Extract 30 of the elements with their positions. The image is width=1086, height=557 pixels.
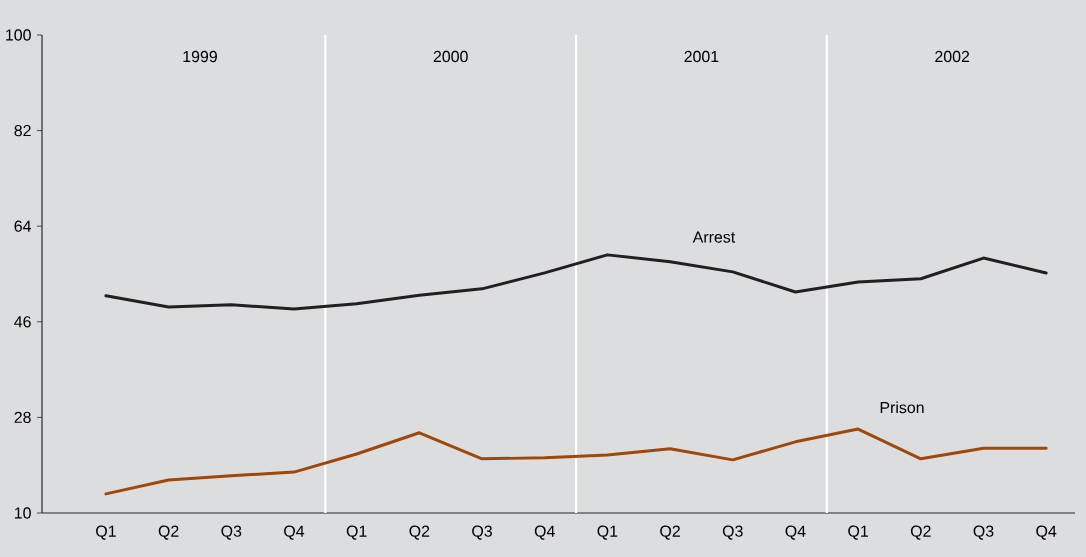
x-tick-label: Q4	[534, 525, 555, 540]
x-tick-label: Q4	[284, 525, 305, 540]
annotation: 2000	[433, 50, 468, 63]
x-tick-label: Q1	[346, 525, 367, 540]
y-tick-label: 28	[14, 411, 31, 424]
y-tick-label: 100	[6, 29, 31, 41]
x-tick-label: Q3	[973, 525, 994, 540]
annotation: 2001	[684, 50, 719, 63]
x-tick-label: Q2	[660, 525, 680, 540]
x-tick-label: Q2	[409, 525, 430, 540]
x-tick-label: Q1	[848, 525, 868, 540]
annotation: 1999	[183, 50, 217, 63]
y-tick-label: 46	[14, 316, 31, 328]
x-tick-label: Q4	[1036, 525, 1057, 540]
line-series	[104, 427, 1048, 496]
annotation: 2002	[935, 50, 970, 63]
x-tick-label: Q2	[910, 525, 931, 540]
series-label: Prison	[880, 401, 924, 414]
y-tick-label: 64	[14, 220, 32, 232]
x-tick-label: Q4	[785, 525, 806, 540]
series-label: Arrest	[692, 231, 736, 243]
x-tick-label: Q2	[158, 525, 179, 540]
line-series	[104, 253, 1048, 311]
x-tick-label: Q3	[722, 525, 743, 540]
y-tick-label: 82	[14, 124, 31, 137]
x-tick-label: Q1	[597, 525, 618, 540]
x-tick-label: Q3	[472, 525, 492, 540]
x-tick-label: Q3	[221, 525, 242, 540]
x-tick-label: Q1	[96, 525, 116, 540]
y-tick-label: 10	[14, 507, 31, 519]
